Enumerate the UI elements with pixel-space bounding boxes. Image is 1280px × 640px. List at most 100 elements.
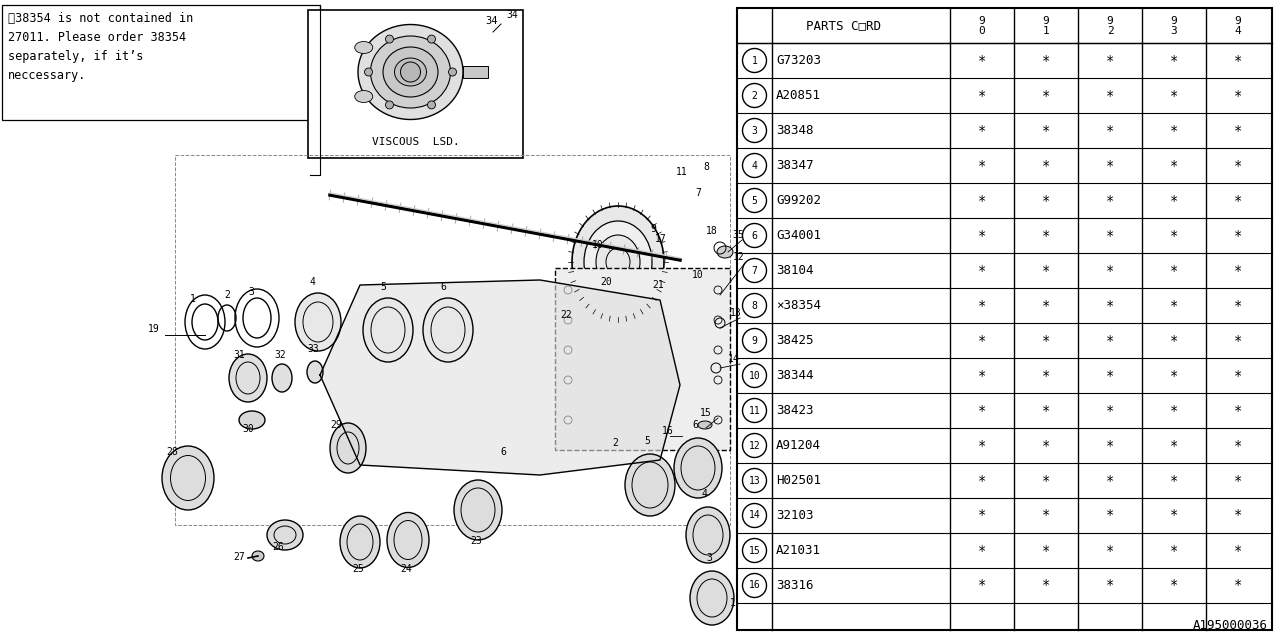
Ellipse shape [625, 454, 675, 516]
Text: 8: 8 [703, 162, 709, 172]
Text: G99202: G99202 [776, 194, 820, 207]
Text: 12: 12 [749, 440, 760, 451]
Text: 4: 4 [701, 489, 708, 499]
Text: 11: 11 [676, 167, 687, 177]
Text: 4: 4 [310, 277, 316, 287]
Text: *: * [978, 264, 986, 278]
Ellipse shape [717, 246, 733, 258]
Text: *: * [1042, 193, 1050, 207]
Text: *: * [1170, 88, 1178, 102]
Circle shape [385, 35, 393, 43]
Text: *: * [1234, 264, 1242, 278]
Text: 22: 22 [561, 310, 572, 320]
Polygon shape [320, 280, 680, 475]
Text: *: * [1234, 193, 1242, 207]
Text: *: * [1106, 159, 1114, 173]
Bar [556, 268, 730, 450]
FancyArrow shape [462, 66, 488, 78]
Text: A91204: A91204 [776, 439, 820, 452]
Text: *: * [1042, 88, 1050, 102]
Text: *: * [1106, 88, 1114, 102]
Text: *: * [1234, 88, 1242, 102]
Text: *: * [1042, 298, 1050, 312]
Text: *: * [1106, 474, 1114, 488]
Bar [3, 5, 320, 120]
Ellipse shape [330, 423, 366, 473]
Text: *: * [1234, 124, 1242, 138]
Text: *: * [1234, 474, 1242, 488]
Text: H02501: H02501 [776, 474, 820, 487]
Text: 38425: 38425 [776, 334, 814, 347]
Ellipse shape [273, 364, 292, 392]
Text: *: * [1234, 369, 1242, 383]
Text: 34: 34 [506, 10, 517, 20]
Text: 26: 26 [273, 542, 284, 552]
Text: A195000036: A195000036 [1193, 619, 1268, 632]
Text: *: * [1170, 579, 1178, 593]
Text: *: * [1106, 543, 1114, 557]
Text: *: * [1170, 264, 1178, 278]
Text: *: * [1042, 438, 1050, 452]
Text: *: * [1106, 333, 1114, 348]
Text: 9
2: 9 2 [1107, 15, 1114, 35]
Text: 6: 6 [751, 230, 758, 241]
Text: *: * [978, 438, 986, 452]
Text: *: * [1042, 403, 1050, 417]
Text: 3: 3 [248, 287, 253, 297]
Text: *: * [1234, 543, 1242, 557]
Text: 7: 7 [695, 188, 701, 198]
Text: 10: 10 [749, 371, 760, 381]
Circle shape [385, 101, 393, 109]
Text: *: * [1170, 438, 1178, 452]
Text: *: * [1106, 54, 1114, 67]
Text: 6: 6 [440, 282, 445, 292]
Text: 30: 30 [242, 424, 253, 434]
Ellipse shape [364, 298, 413, 362]
Ellipse shape [698, 421, 712, 429]
Text: 1: 1 [189, 294, 196, 304]
Text: *: * [978, 54, 986, 67]
Text: *: * [1042, 474, 1050, 488]
Circle shape [365, 68, 372, 76]
Text: 9
1: 9 1 [1043, 15, 1050, 35]
Text: 23: 23 [470, 536, 481, 546]
Text: *: * [1042, 369, 1050, 383]
Text: 9: 9 [751, 335, 758, 346]
Text: 29: 29 [330, 420, 342, 430]
Text: *: * [1170, 193, 1178, 207]
Text: *: * [1170, 54, 1178, 67]
Ellipse shape [370, 36, 451, 108]
Text: 21: 21 [652, 280, 664, 290]
Ellipse shape [584, 221, 652, 303]
Text: 38423: 38423 [776, 404, 814, 417]
Text: *: * [1106, 509, 1114, 522]
Text: 33: 33 [307, 344, 319, 354]
Text: *: * [978, 403, 986, 417]
Text: G73203: G73203 [776, 54, 820, 67]
Text: 9
3: 9 3 [1171, 15, 1178, 35]
Text: 24: 24 [399, 563, 412, 573]
Text: 31: 31 [233, 350, 244, 360]
Text: 38316: 38316 [776, 579, 814, 592]
Text: A21031: A21031 [776, 544, 820, 557]
Text: 10: 10 [692, 270, 704, 280]
Text: *: * [1042, 124, 1050, 138]
Text: *: * [1170, 509, 1178, 522]
Text: 18: 18 [707, 226, 718, 236]
Text: PARTS C□RD: PARTS C□RD [806, 19, 881, 32]
Text: 13: 13 [749, 476, 760, 486]
Text: G34001: G34001 [776, 229, 820, 242]
Text: *: * [1170, 403, 1178, 417]
Ellipse shape [239, 411, 265, 429]
Text: *: * [978, 228, 986, 243]
Circle shape [448, 68, 457, 76]
Text: *: * [1170, 474, 1178, 488]
Text: VISCOUS  LSD.: VISCOUS LSD. [371, 137, 460, 147]
Text: 13: 13 [730, 308, 741, 318]
Text: 5: 5 [751, 195, 758, 205]
Ellipse shape [229, 354, 268, 402]
Text: *: * [1106, 228, 1114, 243]
Text: 14: 14 [749, 511, 760, 520]
Text: 8: 8 [751, 301, 758, 310]
Text: *: * [1106, 438, 1114, 452]
